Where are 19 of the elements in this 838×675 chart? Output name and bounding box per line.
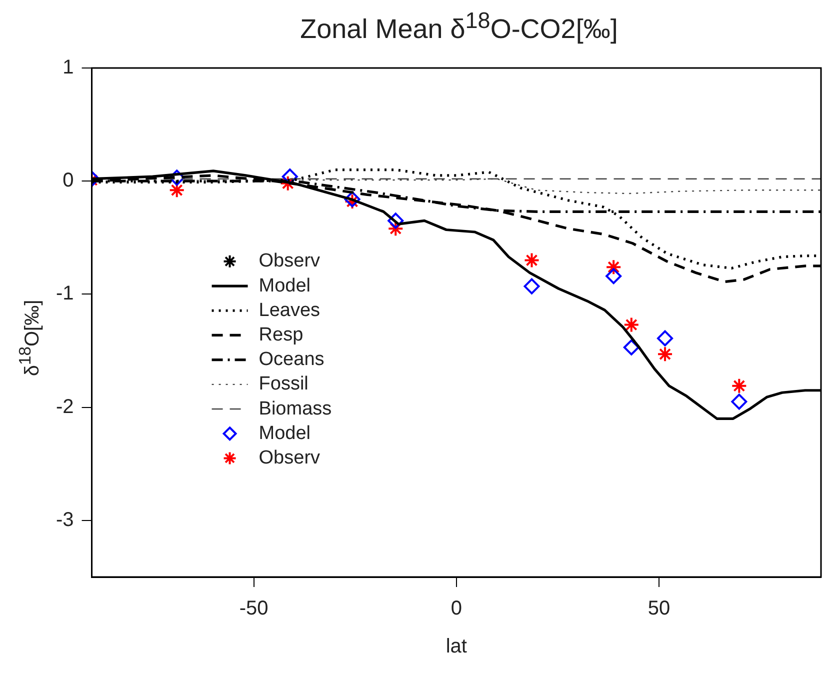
legend-label: Model	[258, 275, 311, 296]
y-tick-label: 0	[62, 170, 74, 192]
legend-label: Observ	[258, 447, 321, 468]
legend-label: Leaves	[258, 300, 320, 321]
x-tick-label: -50	[239, 598, 268, 620]
legend-label: Resp	[258, 324, 304, 346]
x-tick-label: 0	[450, 598, 462, 620]
legend-label: Oceans	[258, 349, 324, 370]
legend-label: Observ	[258, 250, 321, 272]
x-tick-label: 50	[648, 598, 670, 620]
y-tick-label: -3	[56, 508, 74, 531]
y-tick-label: 1	[62, 56, 74, 79]
chart-title: Zonal Mean δ$^{18}$O-CO2[‰]	[299, 8, 619, 45]
legend-label: Biomass	[258, 398, 332, 420]
y-tick-label: -1	[56, 282, 74, 305]
x-axis-title: lat	[446, 636, 468, 658]
legend-label: Model	[258, 422, 311, 444]
legend-label: Fossil	[258, 374, 308, 395]
y-tick-label: -2	[56, 396, 74, 418]
